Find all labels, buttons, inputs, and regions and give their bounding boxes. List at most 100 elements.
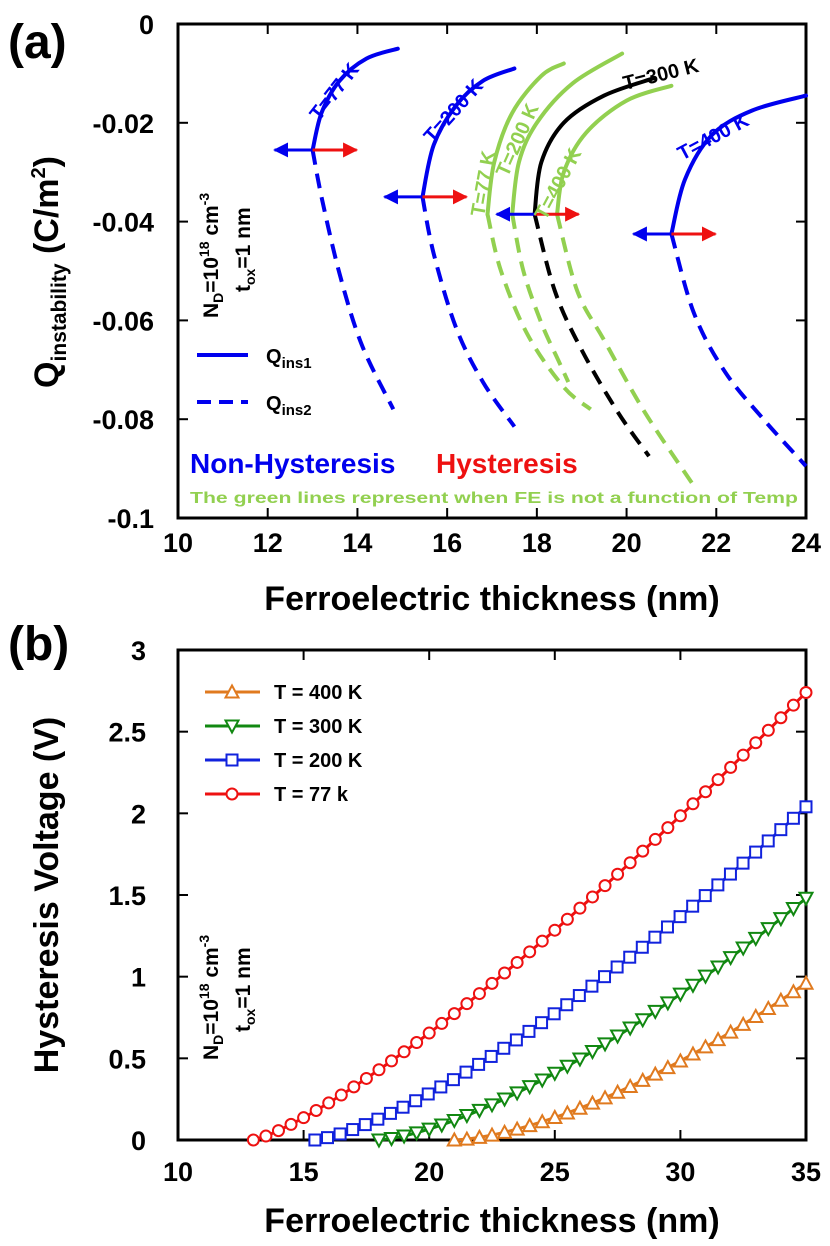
arrows-a [273,142,717,242]
curve-solid [420,66,517,199]
data-point-square [509,1033,523,1047]
data-point-circle [297,1111,311,1125]
data-point-circle [761,723,775,737]
panel-b: (b) 10 15 20 25 30 35 0 0.5 1 1.5 2 2.5 3 Ferroelect… [8,618,821,1240]
data-point-triangle-up [760,999,777,1015]
data-point-circle [246,1133,260,1147]
curve-solid [510,51,625,217]
data-point-triangle-up [521,1117,538,1133]
data-point-triangle-down [747,931,764,947]
data-point-triangle-up [483,1126,501,1142]
data-point-square [610,960,624,974]
data-point-triangle-down [521,1080,538,1096]
data-point-triangle-down [571,1052,589,1068]
data-point-triangle-down [697,969,714,985]
data-point-triangle-up [596,1089,614,1105]
data-point-circle [548,923,562,937]
data-point-circle [699,785,713,799]
data-point-circle [410,1036,424,1050]
data-point-triangle-down [395,1129,413,1145]
data-point-circle [271,1124,285,1138]
data-point-triangle-up [471,1128,488,1144]
data-point-triangle-down [496,1092,513,1108]
doping-annotation-a: ND=1018 cm-3 [196,193,226,318]
data-point-circle [799,685,813,699]
x-tick-label-b: 20 [414,1157,444,1187]
data-point-triangle-down [596,1037,614,1053]
oxide-annotation-a: tox=1 nm [232,207,258,292]
y-tick-label-a: -0.06 [92,306,154,336]
y-tick-label-a: -0.02 [92,109,154,139]
data-point-triangle-up [747,1007,764,1024]
green-lines-note: The green lines represent when FE is not… [190,490,798,507]
data-point-triangle-down [735,941,752,957]
data-point-square [598,970,612,984]
data-point-circle [447,1007,461,1021]
data-point-square [308,1133,322,1147]
data-point-square [421,1087,435,1101]
doping-annotation-b: ND=1018 cm-3 [196,935,226,1060]
series-b [246,685,815,1149]
data-point-triangle-up [446,1131,463,1147]
data-point-circle [510,955,524,969]
data-point-circle [322,1096,336,1110]
x-tick-label-a: 16 [432,528,462,558]
data-point-square [396,1100,410,1114]
y-tick-label-a: -0.08 [92,405,154,435]
data-point-square [472,1057,486,1071]
data-point-circle [749,736,763,750]
curve-dashed [669,233,808,468]
x-tick-label-a: 20 [612,528,642,558]
data-point-circle [711,773,725,787]
data-point-circle [648,832,662,846]
data-point-triangle-up [559,1104,576,1120]
x-tick-label-a: 10 [163,528,193,558]
data-point-square [371,1112,385,1126]
data-point-triangle-up [697,1038,714,1054]
data-point-square [673,910,687,924]
data-point-triangle-down [483,1098,501,1114]
curve-label: T=400 K [674,109,753,165]
legend-label: T = 77 k [274,784,349,806]
oxide-annotation-b: tox=1 nm [232,947,258,1032]
data-point-triangle-up [772,991,790,1007]
data-point-square [522,1024,536,1038]
legend-a: Qins1 Qins2 [197,346,312,419]
data-point-circle [460,997,474,1011]
y-tick-label-a: 0 [139,10,154,40]
data-point-triangle-up [496,1123,513,1139]
plot-frame-a [176,22,808,520]
data-point-triangle-up [785,983,802,999]
data-point-square [346,1123,360,1137]
data-point-square [459,1065,473,1079]
data-point-circle [498,966,512,980]
curve-dashed [532,213,651,458]
data-point-triangle-up [609,1083,626,1099]
data-point-triangle-down [223,719,241,735]
data-point-square [535,1016,549,1030]
data-point-circle [385,1054,399,1068]
data-point-circle [284,1117,298,1131]
data-point-circle [472,987,486,1001]
data-point-triangle-down [760,922,777,938]
data-point-triangle-down [433,1118,450,1134]
data-point-triangle-down [634,1013,651,1029]
data-point-triangle-up [621,1077,639,1093]
y-tick-label-b: 1.5 [108,881,146,911]
data-point-square [446,1073,460,1087]
data-point-triangle-down [458,1109,476,1125]
data-point-triangle-down [534,1073,551,1089]
data-point-square [774,823,788,837]
legend-label: T = 300 K [274,716,363,738]
x-axis-title-b: Ferroelectric thickness (nm) [264,1202,719,1240]
data-point-circle [573,901,587,915]
data-point-triangle-down [609,1029,626,1045]
data-point-circle [259,1129,273,1143]
curve-dashed [555,213,696,488]
data-point-square [799,800,813,814]
data-point-circle [359,1071,373,1085]
data-point-triangle-down [370,1133,388,1149]
data-point-triangle-up [684,1045,702,1061]
curve-label: T=77 K [306,59,364,125]
